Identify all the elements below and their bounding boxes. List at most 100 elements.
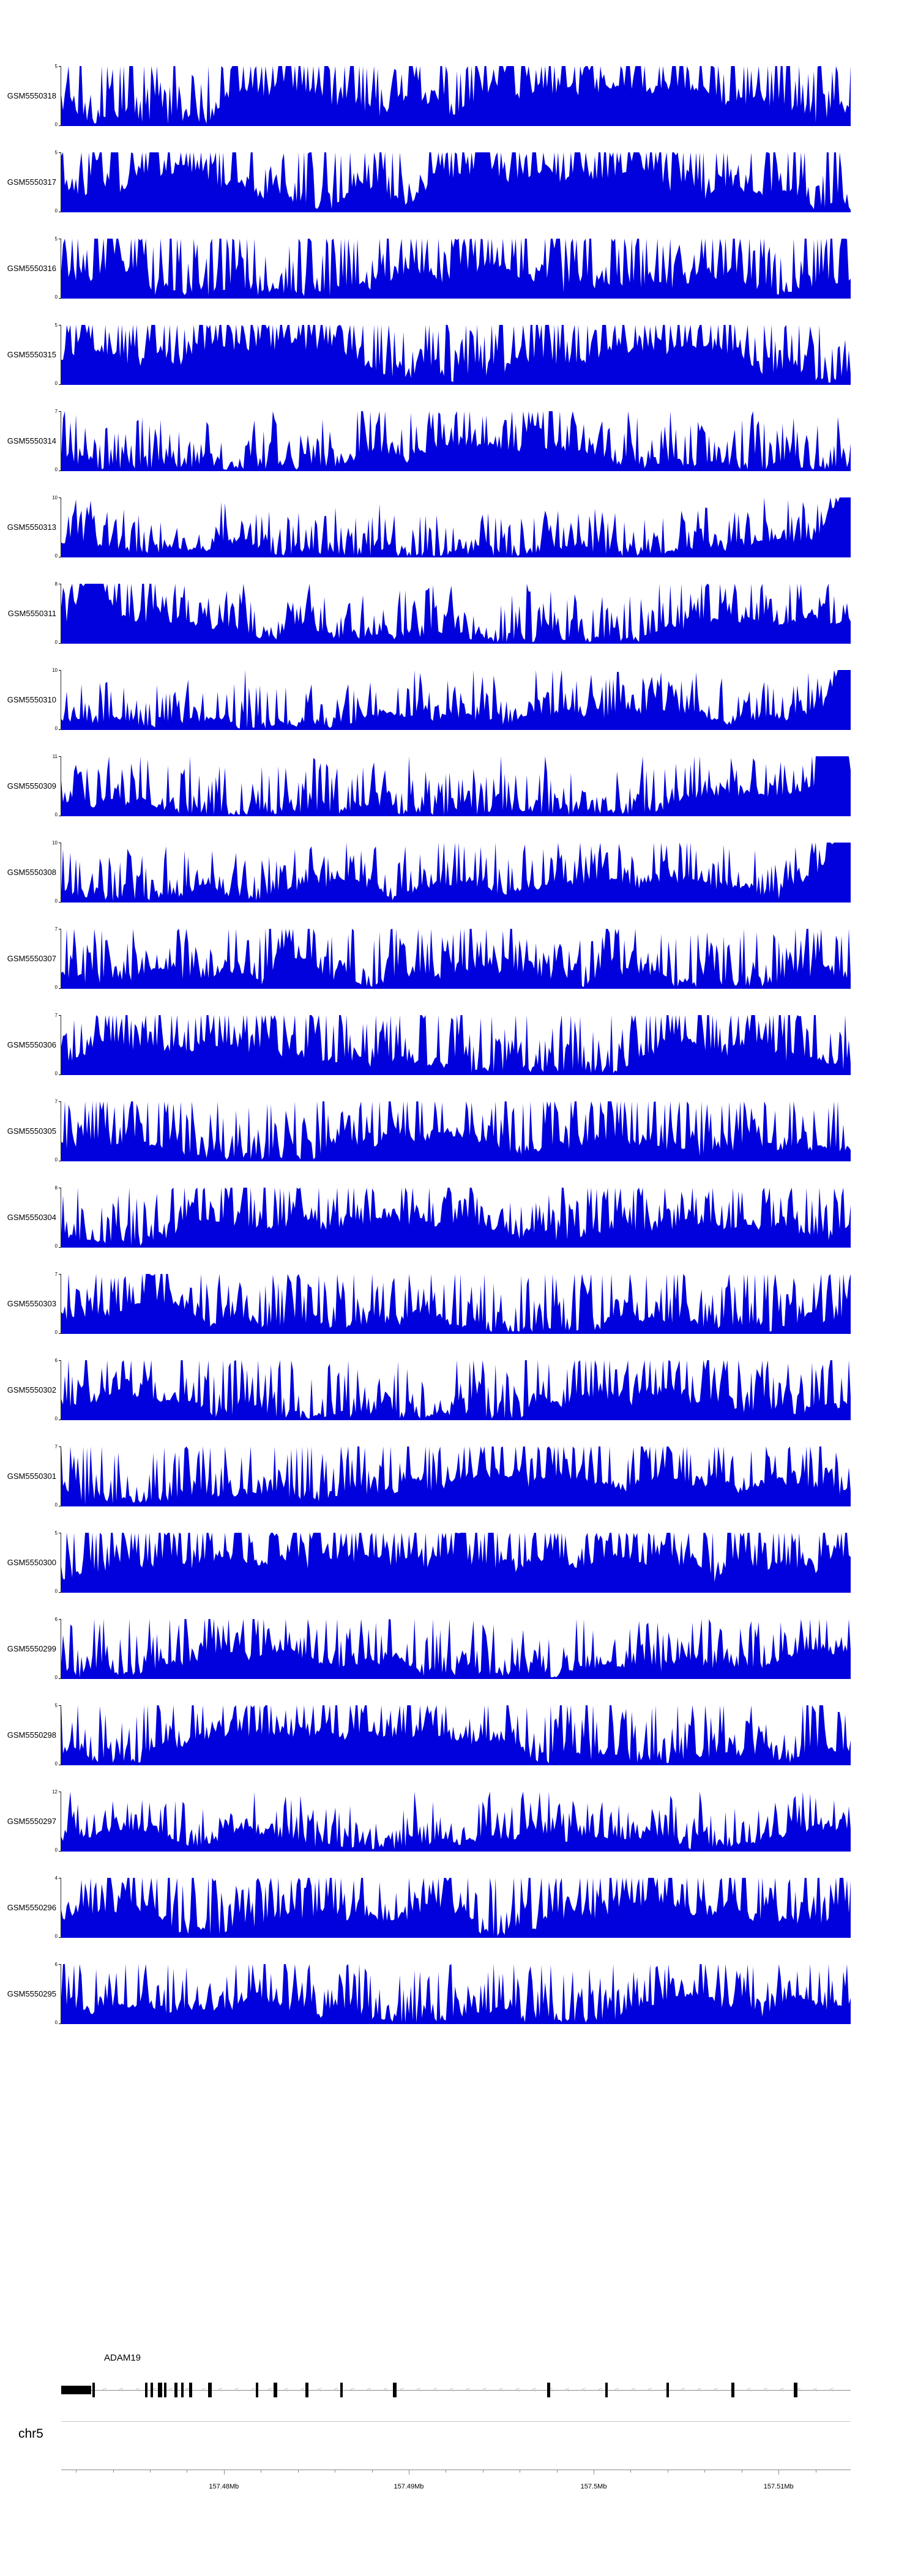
strand-arrow-icon: <	[532, 2386, 537, 2394]
exon-block	[181, 2383, 184, 2397]
track-label: GSM5550315	[7, 350, 56, 359]
axis-major-tick	[778, 2470, 780, 2474]
coverage-signal-area	[61, 1964, 851, 2024]
strand-arrow-icon: <	[416, 2386, 421, 2394]
strand-arrow-icon: <	[334, 2386, 338, 2394]
y-axis-max-label: 5	[54, 150, 58, 155]
y-axis-tick	[59, 152, 61, 153]
axis-minor-tick	[556, 2470, 558, 2473]
exon-block	[188, 2383, 192, 2397]
exon-block	[393, 2383, 397, 2397]
strand-arrow-icon: <	[367, 2386, 371, 2394]
y-axis-zero-label: 0	[54, 1416, 58, 1421]
y-axis-max-label: 7	[54, 1099, 58, 1104]
y-axis-max-label: 7	[54, 926, 58, 932]
strand-arrow-icon: <	[433, 2386, 438, 2394]
axis-major-tick	[223, 2470, 225, 2474]
signal-track-GSM5550298: GSM5550298 5 0	[0, 1703, 918, 1766]
y-axis-max-label: 4	[54, 1875, 58, 1881]
signal-track-GSM5550308: GSM5550308 10 0	[0, 841, 918, 904]
strand-arrow-icon: <	[780, 2386, 785, 2394]
axis-separator-line	[61, 2421, 851, 2422]
coverage-signal-area	[61, 584, 851, 644]
axis-tick-label: 157.5Mb	[580, 2483, 607, 2490]
strand-arrow-icon: <	[581, 2386, 586, 2394]
y-axis-tick	[59, 643, 61, 644]
coverage-signal-area	[61, 1101, 851, 1161]
coverage-signal-area	[61, 1619, 851, 1679]
axis-minor-tick	[113, 2470, 114, 2473]
strand-arrow-icon: <	[796, 2386, 801, 2394]
strand-arrow-icon: <	[300, 2386, 305, 2394]
track-label: GSM5550296	[7, 1903, 56, 1912]
coverage-signal-area	[61, 152, 851, 212]
coverage-signal-area	[61, 1705, 851, 1765]
signal-track-GSM5550295: GSM5550295 6 0	[0, 1962, 918, 2025]
track-label: GSM5550305	[7, 1126, 56, 1136]
axis-minor-tick	[630, 2470, 632, 2473]
y-axis-zero-label: 0	[54, 1588, 58, 1594]
signal-track-GSM5550310: GSM5550310 10 0	[0, 668, 918, 731]
signal-track-GSM5550303: GSM5550303 7 0	[0, 1272, 918, 1335]
y-axis-max-label: 5	[54, 64, 58, 69]
signal-track-GSM5550309: GSM5550309 11 0	[0, 754, 918, 817]
y-axis-tick	[59, 1446, 61, 1447]
y-axis-max-label: 11	[52, 754, 58, 759]
y-axis-zero-label: 0	[54, 1157, 58, 1163]
y-axis-max-label: 12	[52, 1789, 58, 1795]
y-axis-tick	[59, 1101, 61, 1102]
strand-arrow-icon: <	[168, 2386, 173, 2394]
y-axis-max-label: 10	[52, 668, 58, 673]
strand-arrow-icon: <	[400, 2386, 405, 2394]
coverage-signal-area	[61, 1274, 851, 1334]
track-label: GSM5550298	[7, 1730, 56, 1740]
track-label: GSM5550318	[7, 91, 56, 100]
exon-block	[92, 2383, 95, 2397]
axis-minor-tick	[297, 2470, 299, 2473]
exon-block	[255, 2383, 258, 2397]
y-axis-tick	[59, 497, 61, 498]
track-label: GSM5550309	[7, 781, 56, 791]
exon-block	[158, 2383, 163, 2397]
strand-arrow-icon: <	[284, 2386, 289, 2394]
y-axis-tick	[59, 384, 61, 385]
coverage-signal-area	[61, 325, 851, 385]
strand-arrow-icon: <	[714, 2386, 718, 2394]
coverage-signal-area	[61, 843, 851, 903]
y-axis-zero-label: 0	[54, 122, 58, 127]
exon-block	[731, 2383, 734, 2397]
y-axis-tick	[59, 729, 61, 730]
axis-minor-tick	[150, 2470, 151, 2473]
coverage-signal-area	[61, 929, 851, 989]
coverage-signal-area	[61, 756, 851, 816]
axis-minor-tick	[371, 2470, 373, 2473]
y-axis-max-label: 10	[52, 495, 58, 501]
axis-minor-tick	[704, 2470, 706, 2473]
y-axis-zero-label: 0	[54, 208, 58, 214]
strand-arrow-icon: <	[598, 2386, 603, 2394]
y-axis-tick	[59, 902, 61, 903]
y-axis-tick	[59, 2023, 61, 2024]
y-axis-tick	[59, 125, 61, 126]
track-label: GSM5550308	[7, 868, 56, 877]
coverage-signal-area	[61, 1878, 851, 1938]
signal-track-GSM5550305: GSM5550305 7 0	[0, 1099, 918, 1163]
track-label: GSM5550311	[7, 609, 56, 618]
y-axis-zero-label: 0	[54, 294, 58, 300]
strand-arrow-icon: <	[152, 2386, 157, 2394]
y-axis-tick	[59, 298, 61, 299]
signal-track-GSM5550317: GSM5550317 5 0	[0, 150, 918, 214]
gene-body-line	[61, 2390, 851, 2391]
track-label: GSM5550307	[7, 954, 56, 963]
signal-track-GSM5550304: GSM5550304 8 0	[0, 1186, 918, 1249]
exon-block	[151, 2383, 154, 2397]
coverage-signal-area	[61, 239, 851, 299]
signal-track-GSM5550299: GSM5550299 6 0	[0, 1617, 918, 1680]
y-axis-zero-label: 0	[54, 1761, 58, 1766]
strand-arrow-icon: <	[350, 2386, 355, 2394]
exon-block	[340, 2383, 343, 2397]
strand-arrow-icon: <	[548, 2386, 553, 2394]
y-axis-tick	[59, 1964, 61, 1965]
strand-arrow-icon: <	[383, 2386, 388, 2394]
track-label: GSM5550304	[7, 1213, 56, 1222]
